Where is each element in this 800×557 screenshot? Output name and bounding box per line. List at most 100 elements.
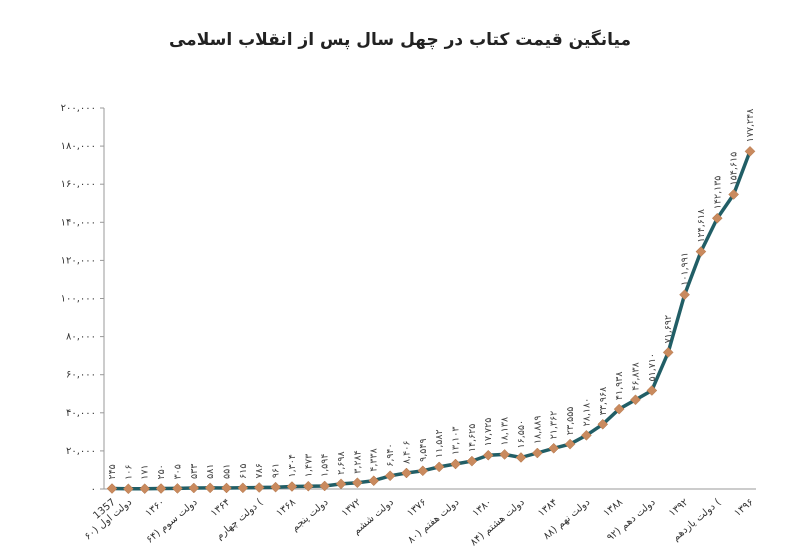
marker xyxy=(384,470,396,482)
marker xyxy=(499,449,510,460)
x-tick-label: ۱۳۶۰ xyxy=(143,497,167,519)
marker xyxy=(679,289,690,301)
value-label: ۱۷۷,۲۴۸ xyxy=(745,109,756,143)
value-label: ۷۸۶ xyxy=(254,463,265,478)
y-tick-label: ۱۲۰,۰۰۰ xyxy=(61,255,96,266)
value-label: ۲۱,۳۶۲ xyxy=(549,411,560,440)
value-label: ۹,۵۴۹ xyxy=(418,438,429,461)
y-tick-label: ۱۸۰,۰۰۰ xyxy=(61,141,96,152)
chart-title: میانگین قیمت کتاب در چهل سال پس از انقلا… xyxy=(169,29,631,50)
value-label: ۲,۶۹۸ xyxy=(336,451,347,474)
value-label: ۹۶۱ xyxy=(271,463,282,478)
value-label: ۴۱,۹۳۸ xyxy=(614,372,625,401)
x-tick-label: دولت پنجم xyxy=(290,497,331,534)
value-label: ۵۱,۷۱۰ xyxy=(647,353,658,382)
marker xyxy=(139,483,151,495)
marker xyxy=(597,418,609,430)
marker xyxy=(237,482,249,494)
y-tick-label: ۲۰,۰۰۰ xyxy=(66,446,96,457)
y-tick-label: ۸۰,۰۰۰ xyxy=(66,332,96,343)
marker xyxy=(123,483,134,495)
marker xyxy=(172,483,183,494)
marker xyxy=(352,477,363,489)
marker xyxy=(515,452,527,463)
marker xyxy=(155,483,167,494)
marker xyxy=(302,480,314,492)
value-label: ۵۵۱ xyxy=(222,464,233,479)
x-tick-label: ۱۳۸۸ xyxy=(602,496,626,519)
marker xyxy=(646,385,658,396)
value-label: ۳۰۵ xyxy=(172,464,183,479)
value-label: ۱۲۴,۶۱۸ xyxy=(696,209,707,243)
value-label: ۷۱,۶۹۲ xyxy=(663,315,674,344)
marker xyxy=(270,481,281,493)
marker xyxy=(450,458,461,470)
x-tick-label: ۱۳۷۶ xyxy=(405,497,429,519)
marker xyxy=(106,483,118,494)
value-label: ۶۱۵ xyxy=(238,464,249,479)
marker xyxy=(335,478,347,490)
value-label: ۱۳,۱۰۳ xyxy=(451,426,462,455)
marker xyxy=(417,465,429,477)
value-label: ۱۱,۵۸۲ xyxy=(434,429,445,458)
marker xyxy=(744,145,756,157)
y-tick-label: ۱۴۰,۰۰۰ xyxy=(61,217,96,228)
value-label: ۴۶,۸۳۸ xyxy=(630,362,641,391)
marker xyxy=(253,482,265,493)
value-label: ۱,۳۰۴ xyxy=(287,454,298,477)
marker xyxy=(695,246,707,257)
value-label: ۱۰۶ xyxy=(123,464,134,479)
value-label: ۱۵۴,۶۱۵ xyxy=(729,152,740,186)
value-label: ۱,۴۷۳ xyxy=(303,454,314,477)
value-label: ۱۴۲,۱۳۵ xyxy=(712,176,723,210)
marker xyxy=(401,467,412,479)
value-label: ۱۷۱ xyxy=(140,464,151,479)
value-label: ۵۳۳ xyxy=(189,464,200,479)
value-label: ۵۸۱ xyxy=(205,464,216,479)
value-label: ۲۵۰ xyxy=(156,464,167,479)
marker xyxy=(188,482,200,494)
value-label: ۴,۳۳۸ xyxy=(369,448,380,471)
marker xyxy=(204,482,216,494)
value-label: ۱۸,۱۳۸ xyxy=(500,417,511,446)
y-tick-label: ۱۰۰,۰۰۰ xyxy=(61,294,96,305)
line xyxy=(111,150,752,491)
x-tick-label: ۱۳۸۴ xyxy=(536,497,560,519)
value-label: ۳۳,۹۶۸ xyxy=(598,387,609,416)
marker xyxy=(531,447,543,459)
value-label: ۱,۵۹۴ xyxy=(320,454,331,477)
x-tick-label: ۱۳۷۲ xyxy=(340,497,364,519)
marker xyxy=(728,189,739,200)
marker xyxy=(466,455,478,467)
marker xyxy=(711,212,723,224)
marker xyxy=(221,482,232,494)
marker xyxy=(368,475,380,487)
value-label: ۳,۲۸۴ xyxy=(352,450,363,473)
value-label: ۱۷,۷۲۵ xyxy=(483,418,494,447)
value-label: ۱۸,۸۸۹ xyxy=(532,415,543,444)
marker xyxy=(286,481,298,492)
x-tick-label: ۱۳۹۲ xyxy=(667,497,691,519)
marker xyxy=(581,429,592,441)
x-tick-label: ۱۳۶۴ xyxy=(209,497,233,519)
value-label: ۲۸,۱۸۰ xyxy=(581,398,592,427)
value-label: ۲۴۵ xyxy=(107,464,118,479)
x-tick-label: ۱۳۸۰ xyxy=(471,497,495,519)
x-tick-label: ۱۳۶۸ xyxy=(274,496,298,519)
marker xyxy=(662,347,674,358)
marker xyxy=(482,449,494,461)
y-tick-label: ۱۶۰,۰۰۰ xyxy=(61,179,96,190)
marker xyxy=(564,438,576,450)
y-tick-label: ۰ xyxy=(91,484,96,495)
marker xyxy=(319,480,331,492)
value-label: ۲۳,۵۵۵ xyxy=(565,407,576,436)
marker xyxy=(630,394,641,406)
value-label: ۱۰۱,۹۹۱ xyxy=(680,252,691,286)
value-label: ۸,۴۰۶ xyxy=(401,441,412,464)
marker xyxy=(548,442,560,454)
marker xyxy=(613,403,625,415)
value-label: ۱۶,۵۵۰ xyxy=(516,420,527,449)
value-label: ۶,۹۴۰ xyxy=(385,443,396,466)
y-tick-label: ۶۰,۰۰۰ xyxy=(66,370,96,381)
